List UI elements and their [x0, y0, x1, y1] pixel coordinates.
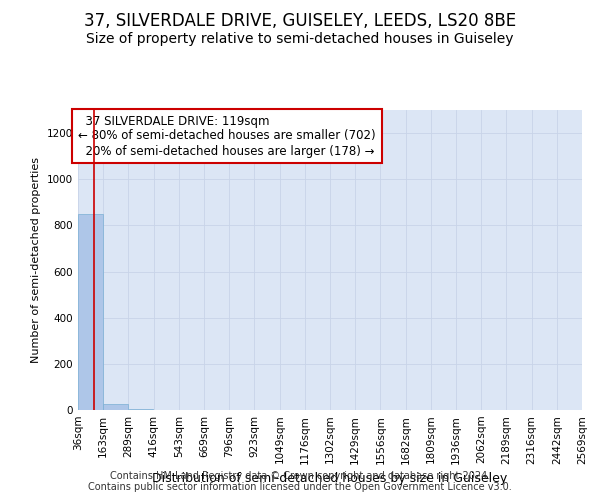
- Bar: [103, 404, 128, 410]
- Text: Contains HM Land Registry data © Crown copyright and database right 2024.
Contai: Contains HM Land Registry data © Crown c…: [88, 471, 512, 492]
- Text: 37, SILVERDALE DRIVE, GUISELEY, LEEDS, LS20 8BE: 37, SILVERDALE DRIVE, GUISELEY, LEEDS, L…: [84, 12, 516, 30]
- Text: 37 SILVERDALE DRIVE: 119sqm
← 80% of semi-detached houses are smaller (702)
  20: 37 SILVERDALE DRIVE: 119sqm ← 80% of sem…: [79, 114, 376, 158]
- Y-axis label: Number of semi-detached properties: Number of semi-detached properties: [31, 157, 41, 363]
- X-axis label: Distribution of semi-detached houses by size in Guiseley: Distribution of semi-detached houses by …: [152, 472, 508, 485]
- Bar: [78, 214, 103, 410]
- Text: Size of property relative to semi-detached houses in Guiseley: Size of property relative to semi-detach…: [86, 32, 514, 46]
